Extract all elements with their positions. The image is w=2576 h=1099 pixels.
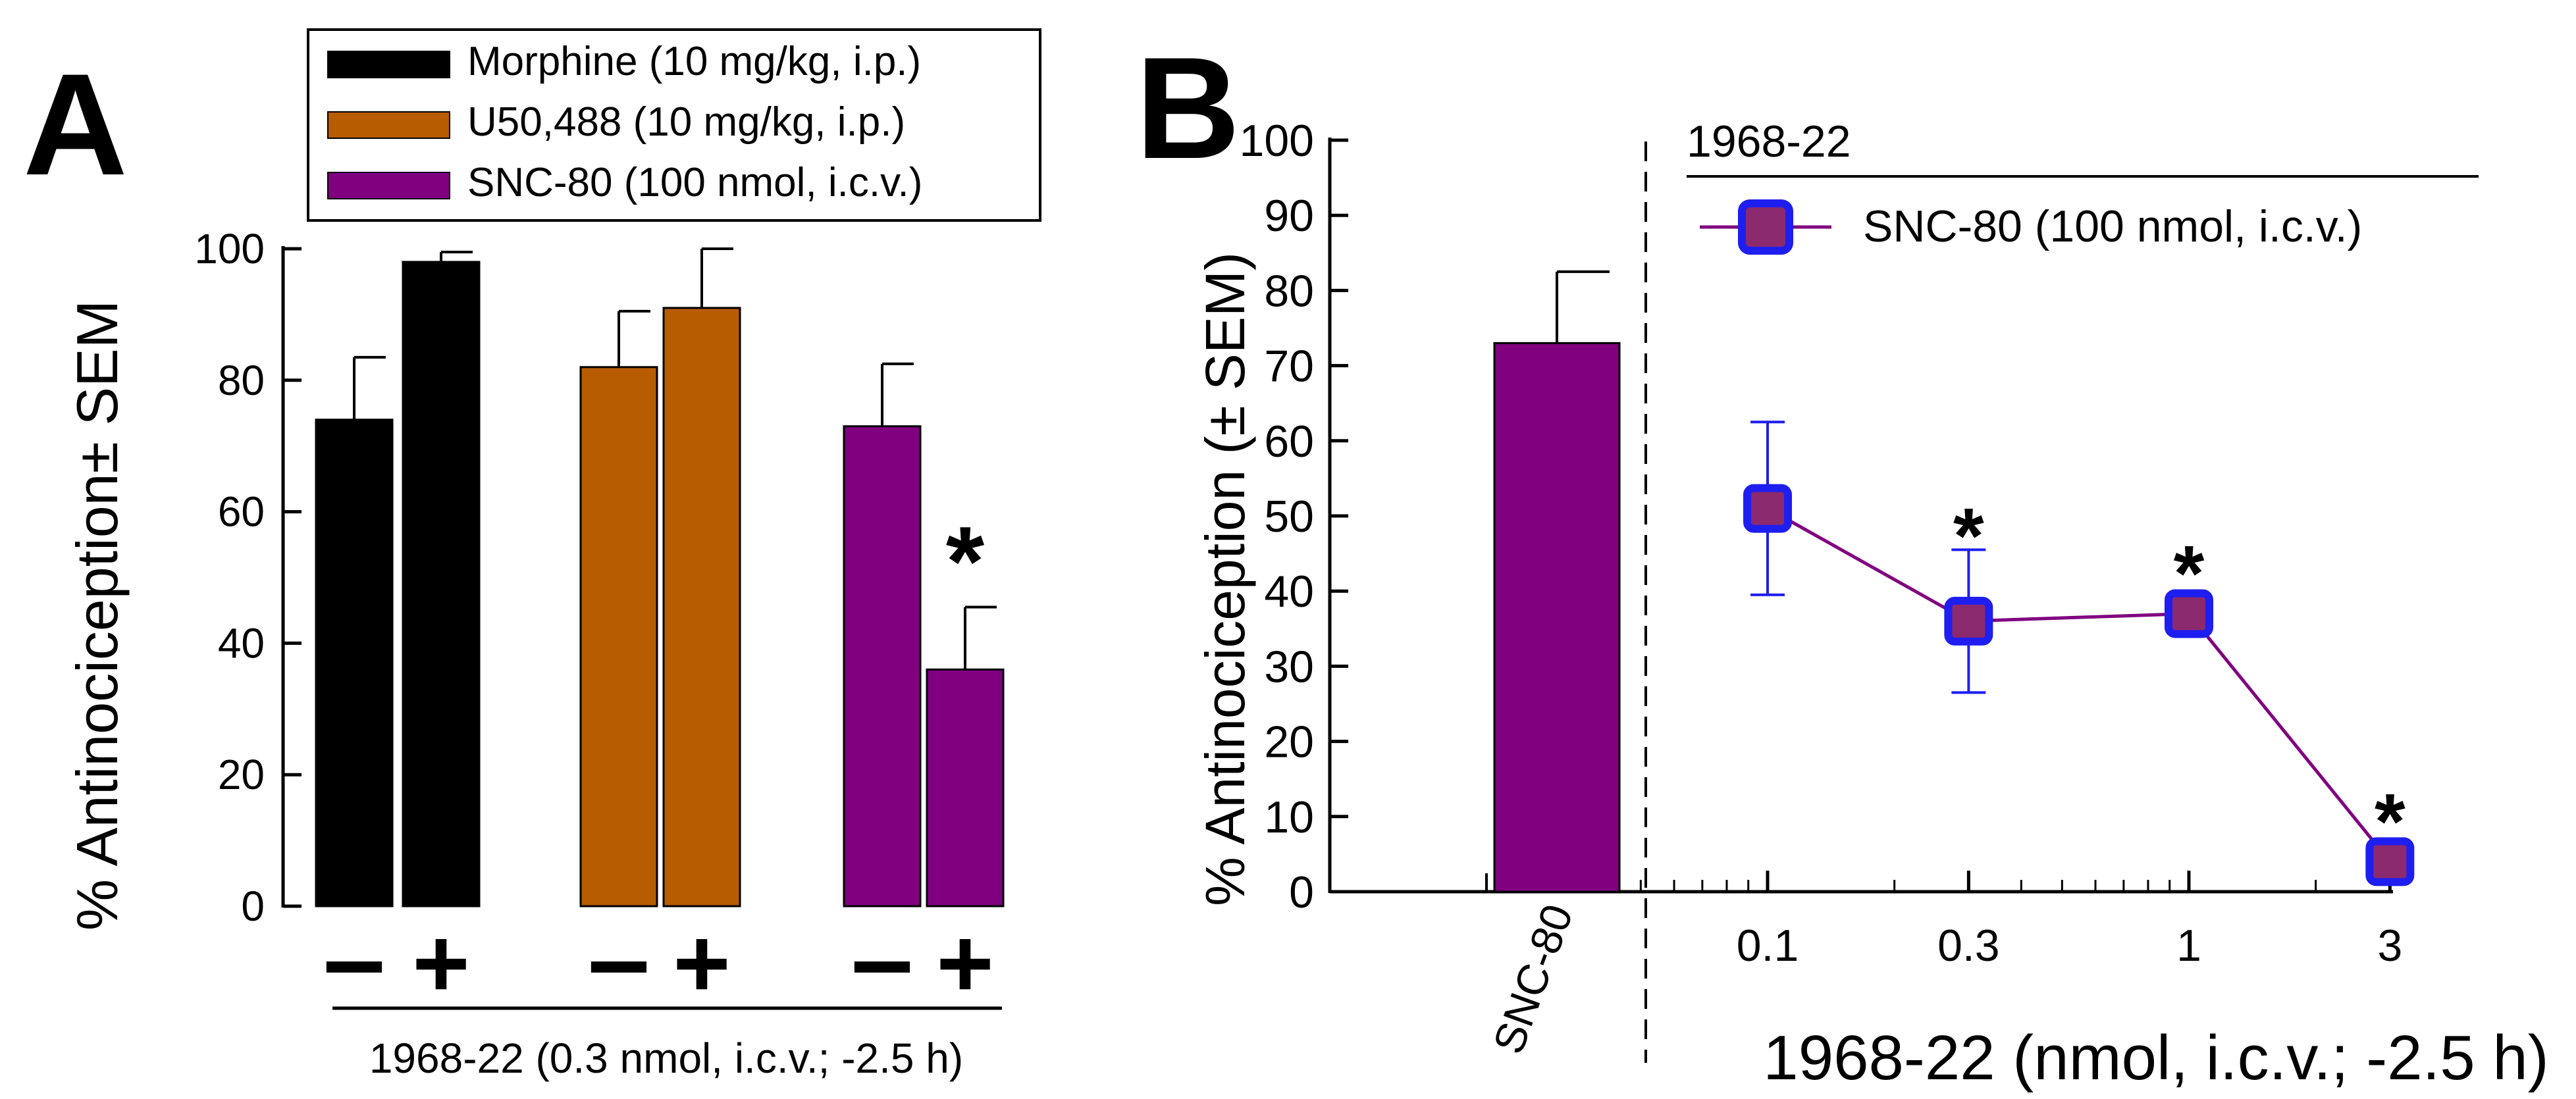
- y-tick-label: 20: [1264, 717, 1314, 767]
- panel-a-legend: Morphine (10 mg/kg, i.p.) U50,488 (10 mg…: [307, 28, 1041, 222]
- bar: [1493, 342, 1621, 893]
- y-tick-label: 80: [218, 357, 265, 404]
- significance-marker: *: [2375, 777, 2405, 865]
- y-tick-label: 0: [1289, 867, 1314, 917]
- control-bar-label: SNC-80: [1483, 898, 1582, 1060]
- y-tick-label: 60: [218, 488, 265, 536]
- y-tick-label: 20: [218, 751, 265, 798]
- y-tick-label: 40: [1264, 567, 1314, 617]
- legend-label-snc80: SNC-80 (100 nmol, i.c.v.): [467, 160, 922, 205]
- x-tick-label: 0.3: [1937, 921, 2000, 971]
- bar: [662, 307, 741, 907]
- bar: [926, 668, 1005, 907]
- legend-swatch-u50488: [327, 111, 450, 139]
- panel-b-x-axis-label: 1968-22 (nmol, i.c.v.; -2.5 h): [1763, 1023, 2548, 1093]
- series-line: [1766, 507, 2392, 863]
- treatment-label: +: [412, 907, 470, 1018]
- panel-a-bars: – + – + –*+: [315, 247, 1005, 1021]
- panel-a-x-axis-label: 1968-22 (0.3 nmol, i.c.v.; -2.5 h): [369, 1035, 963, 1082]
- treatment-label: +: [673, 907, 731, 1018]
- panel-b-series: * * *: [1743, 421, 2415, 886]
- y-tick-label: 100: [1240, 116, 1314, 166]
- legend-swatch-snc80: [327, 172, 450, 199]
- x-tick-label: 1: [2176, 921, 2201, 971]
- panel-a-axes: 0 20 40 60 80 100: [194, 225, 302, 930]
- y-tick-label: 40: [218, 619, 265, 667]
- y-tick-label: 90: [1264, 191, 1314, 241]
- treatment-label: +: [936, 907, 994, 1018]
- panel-b-label: B: [1136, 27, 1240, 189]
- panel-b: B 0 10 20 30 40 50 60 70 80 90 100 0.1 0.3 1 3 SNC-80 …: [1136, 27, 2549, 1093]
- significance-marker: *: [2174, 529, 2205, 617]
- data-point: [1944, 596, 1993, 646]
- legend-label-u50488: U50,488 (10 mg/kg, i.p.): [467, 99, 905, 145]
- data-point: [2165, 589, 2213, 638]
- legend-marker: [1738, 199, 1793, 255]
- x-tick-label: 0.1: [1737, 921, 1799, 971]
- panel-b-control-bar: SNC-80: [1483, 270, 1621, 1060]
- panel-a-y-axis-label: % Antinociception± SEM: [65, 300, 130, 931]
- bar: [579, 366, 658, 907]
- significance-marker: *: [1953, 492, 1984, 580]
- treatment-label: –: [851, 896, 914, 1021]
- x-tick-label: 3: [2377, 921, 2402, 971]
- bar: [843, 425, 922, 907]
- legend-swatch-morphine: [327, 51, 450, 78]
- panel-a-label: A: [23, 43, 128, 205]
- treatment-label: –: [588, 896, 650, 1021]
- panel-b-axes: 0 10 20 30 40 50 60 70 80 90 100 0.1 0.3 1 3: [1240, 116, 2403, 971]
- y-tick-label: 0: [241, 882, 265, 930]
- y-tick-label: 60: [1264, 417, 1314, 467]
- significance-marker: *: [946, 505, 985, 616]
- y-tick-label: 30: [1264, 642, 1314, 692]
- bar: [402, 261, 481, 907]
- y-tick-label: 50: [1264, 492, 1314, 542]
- y-tick-label: 10: [1264, 792, 1314, 842]
- panel-a: A Morphine (10 mg/kg, i.p.) U50,488 (10 …: [23, 28, 1041, 1082]
- panel-b-series-header: 1968-22: [1687, 116, 1851, 166]
- data-point: [1743, 484, 1792, 533]
- data-point: [2365, 837, 2415, 886]
- legend-label-snc80-b: SNC-80 (100 nmol, i.c.v.): [1863, 201, 2362, 251]
- panel-b-y-axis-label: % Antinociception (± SEM): [1194, 252, 1256, 906]
- treatment-label: –: [323, 896, 386, 1021]
- y-tick-label: 70: [1264, 342, 1314, 392]
- y-tick-label: 100: [194, 225, 265, 272]
- y-tick-label: 80: [1264, 266, 1314, 316]
- legend-label-morphine: Morphine (10 mg/kg, i.p.): [467, 39, 921, 84]
- panel-b-legend: SNC-80 (100 nmol, i.c.v.): [1700, 199, 2362, 255]
- bar: [315, 419, 394, 907]
